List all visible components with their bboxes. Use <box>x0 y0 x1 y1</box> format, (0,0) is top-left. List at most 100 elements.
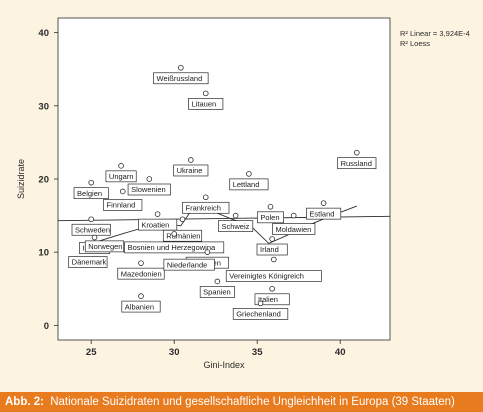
legend-entry-linear: R² Linear = 3,924E-4 <box>400 29 470 38</box>
point-label-box <box>103 199 143 211</box>
point-label-box <box>124 241 225 254</box>
point-label-box <box>117 267 165 280</box>
point-label: Bosnien und Herzegowina <box>128 243 216 252</box>
point-label: Irland <box>260 245 279 254</box>
data-point <box>146 176 153 182</box>
point-label: Rumänien <box>166 231 200 240</box>
caption-label: Abb. 2: <box>5 396 44 408</box>
point-label: Russland <box>341 159 372 168</box>
point-label-box <box>71 223 111 236</box>
point-label-box <box>173 164 209 177</box>
point-label: Dänemark <box>72 258 107 267</box>
point-label-box <box>127 183 171 196</box>
caption-text: Nationale Suizidraten und gesellschaftli… <box>50 396 455 408</box>
point-label-box <box>218 220 254 232</box>
x-tick-label: 25 <box>86 347 97 358</box>
data-point <box>214 278 221 285</box>
point-label: Vereinigtes Königreich <box>229 272 304 281</box>
point-label-box <box>272 223 316 235</box>
data-point <box>138 260 144 266</box>
point-label-box <box>256 243 288 256</box>
y-tick-label: 40 <box>38 28 49 39</box>
data-point <box>290 212 297 219</box>
point-label-box <box>138 218 178 231</box>
data-point <box>88 179 94 186</box>
point-label: Moldawien <box>275 225 311 234</box>
point-label: Polen <box>260 213 279 222</box>
data-point <box>188 157 194 163</box>
point-label: Mazedonien <box>121 269 162 278</box>
data-point <box>353 149 360 156</box>
point-label-box <box>162 229 203 242</box>
data-point <box>269 236 275 242</box>
point-label: Ukraine <box>177 166 203 175</box>
point-label-box <box>188 98 224 110</box>
point-label-box <box>73 187 109 200</box>
point-label: Slowenien <box>131 185 166 194</box>
point-label: Kroatien <box>141 220 169 229</box>
point-label-box <box>225 270 322 282</box>
data-point <box>257 300 264 307</box>
point-label-box <box>163 258 215 271</box>
data-point <box>204 249 211 255</box>
y-axis-title: Suizidrate <box>16 159 26 199</box>
data-point <box>269 285 275 292</box>
point-label: Estland <box>309 209 334 218</box>
point-label-box <box>229 178 269 191</box>
data-point <box>118 163 124 169</box>
x-axis-title: Gini-Index <box>203 360 245 370</box>
data-point <box>178 64 184 71</box>
y-tick-label: 20 <box>38 175 49 186</box>
data-point <box>270 256 277 263</box>
legend: R² Linear = 3,924E-4 R² Loess <box>400 29 470 48</box>
data-point <box>171 231 178 237</box>
data-point <box>91 234 98 241</box>
point-label-box <box>84 240 125 253</box>
x-axis: 25 30 35 40 <box>86 340 346 358</box>
data-point <box>179 216 186 223</box>
point-label-box <box>254 293 290 306</box>
point-label-box <box>199 286 235 298</box>
point-label: Niederlande <box>167 260 207 269</box>
point-label: Schweden <box>75 225 110 234</box>
point-label-box <box>306 207 342 220</box>
point-label: Spanien <box>203 288 231 297</box>
data-point <box>232 212 239 219</box>
point-label-box <box>337 157 377 170</box>
legend-entry-loess: R² Loess <box>400 39 430 48</box>
point-label: Norwegen <box>88 242 122 251</box>
x-tick-label: 40 <box>335 347 346 358</box>
point-label-box <box>105 170 137 183</box>
point-label: Litauen <box>192 100 217 109</box>
point-label: Albanien <box>125 302 154 311</box>
y-tick-label: 10 <box>38 248 49 259</box>
y-tick-label: 0 <box>44 321 49 332</box>
figure-caption: Abb. 2: Nationale Suizidraten und gesell… <box>0 392 483 412</box>
data-point <box>119 188 126 195</box>
data-point <box>154 211 161 217</box>
point-label: Belgien <box>77 189 102 198</box>
point-label: Italien <box>258 295 278 304</box>
point-label: Weißrussland <box>157 74 203 83</box>
data-points: Weißrussland Litauen Russland Ukraine Ungarn… <box>68 64 377 320</box>
data-point <box>267 204 274 210</box>
x-tick-label: 35 <box>252 347 263 358</box>
data-point <box>138 293 144 299</box>
point-label: Griechenland <box>236 310 281 319</box>
x-tick-label: 30 <box>169 347 180 358</box>
data-point <box>202 90 209 97</box>
y-tick-label: 30 <box>38 101 49 112</box>
point-label: Ungarn <box>109 172 134 181</box>
point-label-box <box>153 72 209 85</box>
data-point <box>202 194 209 201</box>
point-label-box <box>257 211 284 224</box>
point-label: Lettland <box>233 180 260 189</box>
point-label-box <box>182 201 230 214</box>
point-label-box <box>121 300 161 313</box>
point-label: Finnland <box>107 201 136 210</box>
point-label: Schweiz <box>221 222 249 231</box>
point-label: Frankreich <box>185 203 220 212</box>
point-label-box <box>232 308 289 320</box>
data-point <box>88 216 94 223</box>
